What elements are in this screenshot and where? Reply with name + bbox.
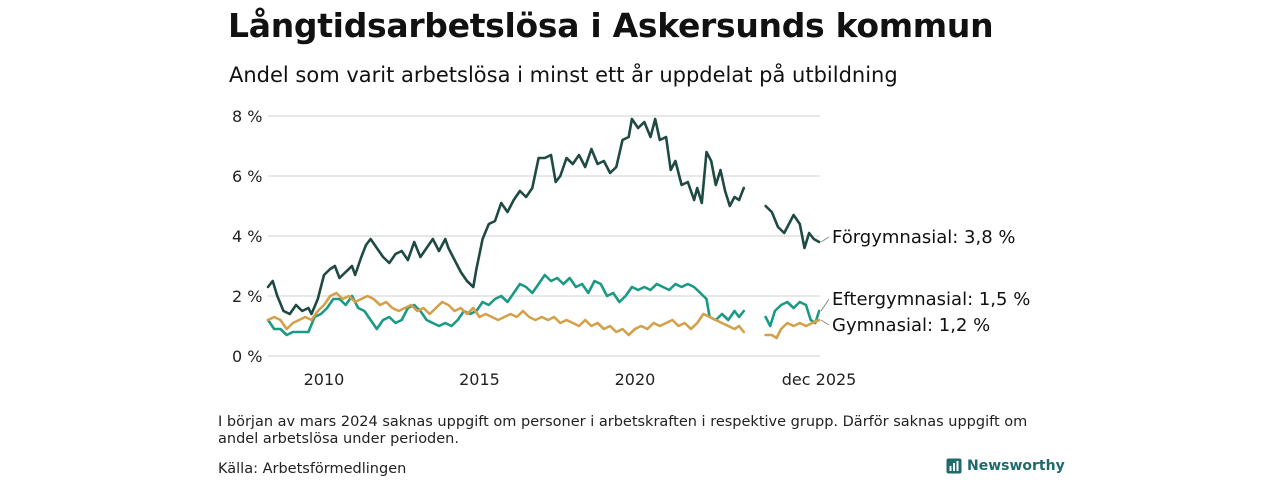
end-label-connector [820, 319, 830, 326]
y-tick-label: 8 % [232, 107, 262, 126]
y-tick-label: 6 % [232, 167, 262, 186]
chart-subtitle: Andel som varit arbetslösa i minst ett å… [229, 63, 898, 87]
end-label-förgymnasial: Förgymnasial: 3,8 % [832, 227, 1016, 248]
x-tick-label: 2020 [615, 370, 656, 389]
x-tick-label: 2015 [459, 370, 500, 389]
footnote: I början av mars 2024 saknas uppgift om … [218, 414, 1028, 447]
source-text: Källa: Arbetsförmedlingen [218, 461, 407, 477]
y-tick-label: 0 % [232, 347, 262, 366]
series-lines [266, 117, 821, 340]
end-label-connector [820, 236, 830, 243]
end-label-eftergymnasial: Eftergymnasial: 1,5 % [832, 289, 1030, 310]
chart-title: Långtidsarbetslösa i Askersunds kommun [228, 6, 994, 45]
chart-logo-icon [946, 458, 962, 474]
series-line-gymnasial-1 [764, 318, 821, 340]
x-tick-label: dec 2025 [782, 370, 857, 389]
series-line-förgymnasial-1 [764, 204, 821, 250]
brand-name: Newsworthy [967, 458, 1065, 474]
series-line-gymnasial-0 [266, 291, 746, 337]
y-axis: 0 % 2 % 4 % 6 % 8 % [232, 107, 262, 366]
end-label-connector [820, 298, 830, 312]
newsworthy-logo[interactable]: Newsworthy [946, 458, 1065, 474]
y-tick-label: 2 % [232, 287, 262, 306]
series-line-förgymnasial-0 [266, 117, 746, 316]
series-end-labels: Förgymnasial: 3,8 % Eftergymnasial: 1,5 %… [820, 227, 1030, 336]
y-tick-label: 4 % [232, 227, 262, 246]
series-line-eftergymnasial-0 [266, 273, 746, 337]
x-axis: 2010 2015 2020 dec 2025 [304, 370, 857, 389]
end-label-gymnasial: Gymnasial: 1,2 % [832, 315, 990, 336]
gridlines [268, 115, 820, 357]
x-tick-label: 2010 [304, 370, 345, 389]
series-line-eftergymnasial-1 [764, 300, 821, 328]
